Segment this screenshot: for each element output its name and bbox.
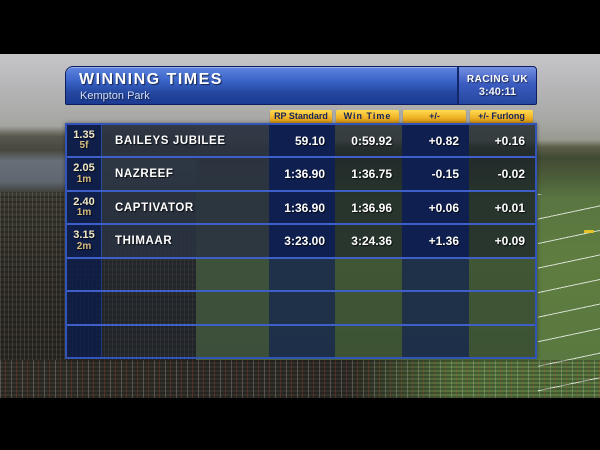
race-time-cell: 2.05 1m <box>67 158 102 190</box>
broadcast-clock: 3:40:11 <box>478 85 517 98</box>
race-distance: 5f <box>79 140 89 152</box>
plus-minus-value: +0.82 <box>428 133 459 148</box>
rp-standard-value: 3:23.00 <box>284 233 325 248</box>
rp-standard-cell: 1:36.90 <box>269 158 335 190</box>
plus-minus-cell <box>402 292 469 324</box>
furlong-value: +0.16 <box>494 133 525 148</box>
race-time-cell <box>67 325 102 357</box>
plus-minus-value: +0.06 <box>428 200 459 215</box>
column-header-plus-minus: +/- <box>403 110 466 123</box>
horse-name: THIMAAR <box>115 234 173 247</box>
channel-box: RACING UK 3:40:11 <box>457 67 536 104</box>
rp-standard-cell <box>269 258 335 291</box>
rp-standard-cell <box>269 325 335 357</box>
win-time-value: 3:24.36 <box>351 233 392 248</box>
table-row-empty <box>67 292 535 326</box>
win-time-value: 1:36.75 <box>351 167 392 182</box>
race-time: 3.15 <box>73 228 95 241</box>
race-time: 2.05 <box>73 162 95 175</box>
furlong-cell: -0.02 <box>469 158 535 190</box>
race-time: 2.40 <box>73 195 95 208</box>
plus-minus-cell <box>402 258 469 291</box>
furlong-value: -0.02 <box>497 167 525 182</box>
column-header-win-time: Win Time <box>336 110 399 123</box>
race-time-cell <box>67 292 102 324</box>
race-time-cell: 2.40 1m <box>67 191 102 224</box>
rp-standard-value: 1:36.90 <box>284 200 325 215</box>
furlong-cell <box>469 258 535 291</box>
race-time-cell: 1.35 5f <box>67 125 102 157</box>
win-time-cell: 1:36.96 <box>335 191 402 224</box>
win-time-cell <box>335 258 402 291</box>
furlong-cell <box>469 292 535 324</box>
furlong-value: +0.09 <box>494 233 525 248</box>
foreground-crowd <box>0 360 600 398</box>
race-distance: 2m <box>76 240 92 252</box>
race-distance: 1m <box>76 207 92 219</box>
plus-minus-cell: +0.82 <box>402 125 469 157</box>
furlong-cell: +0.01 <box>469 191 535 224</box>
table-row: 1.35 5f BAILEYS JUBILEE 59.10 0:59.92 +0… <box>67 125 535 159</box>
win-time-cell: 0:59.92 <box>335 125 402 157</box>
race-time-cell: 3.15 2m <box>67 225 102 257</box>
plus-minus-cell: +1.36 <box>402 225 469 257</box>
win-time-cell <box>335 325 402 357</box>
plus-minus-cell: -0.15 <box>402 158 469 190</box>
horse-name: BAILEYS JUBILEE <box>115 134 226 147</box>
plus-minus-cell: +0.06 <box>402 191 469 224</box>
horse-name-cell <box>102 292 269 324</box>
horse-name-cell: BAILEYS JUBILEE <box>102 125 269 157</box>
column-header-rp-standard: RP Standard <box>270 110 332 123</box>
page-title: WINNING TIMES <box>79 71 223 88</box>
furlong-marker <box>584 230 594 233</box>
table-row: 2.40 1m CAPTIVATOR 1:36.90 1:36.96 +0.06… <box>67 191 535 226</box>
table-row: 2.05 1m NAZREEF 1:36.90 1:36.75 -0.15 -0… <box>67 158 535 192</box>
win-time-cell <box>335 292 402 324</box>
table-row: 3.15 2m THIMAAR 3:23.00 3:24.36 +1.36 +0… <box>67 225 535 259</box>
horse-name-cell: NAZREEF <box>102 158 269 190</box>
furlong-value: +0.01 <box>494 200 525 215</box>
header-bar: WINNING TIMES Kempton Park RACING UK 3:4… <box>65 66 537 105</box>
horse-name-cell <box>102 258 269 291</box>
plus-minus-value: +1.36 <box>428 233 459 248</box>
horse-name: NAZREEF <box>115 168 174 181</box>
win-time-cell: 3:24.36 <box>335 225 402 257</box>
race-distance: 1m <box>76 173 92 185</box>
rp-standard-value: 59.10 <box>294 133 325 148</box>
furlong-cell: +0.16 <box>469 125 535 157</box>
race-time-cell <box>67 258 102 291</box>
furlong-cell: +0.09 <box>469 225 535 257</box>
venue-name: Kempton Park <box>80 90 150 102</box>
table-row-empty <box>67 258 535 293</box>
race-time: 1.35 <box>73 128 95 141</box>
plus-minus-cell <box>402 325 469 357</box>
horse-name-cell: THIMAAR <box>102 225 269 257</box>
plus-minus-value: -0.15 <box>431 167 459 182</box>
table-row-empty <box>67 325 535 357</box>
horse-name: CAPTIVATOR <box>115 201 194 214</box>
column-header-plus-minus-furlong: +/- Furlong <box>470 110 533 123</box>
rp-standard-cell: 3:23.00 <box>269 225 335 257</box>
win-time-value: 0:59.92 <box>351 133 392 148</box>
win-time-cell: 1:36.75 <box>335 158 402 190</box>
channel-logo: RACING UK <box>466 73 529 85</box>
win-time-value: 1:36.96 <box>351 200 392 215</box>
rp-standard-value: 1:36.90 <box>284 167 325 182</box>
rp-standard-cell: 59.10 <box>269 125 335 157</box>
horse-name-cell <box>102 325 269 357</box>
winning-times-table: 1.35 5f BAILEYS JUBILEE 59.10 0:59.92 +0… <box>65 123 537 359</box>
furlong-cell <box>469 325 535 357</box>
rp-standard-cell: 1:36.90 <box>269 191 335 224</box>
horse-name-cell: CAPTIVATOR <box>102 191 269 224</box>
rp-standard-cell <box>269 292 335 324</box>
